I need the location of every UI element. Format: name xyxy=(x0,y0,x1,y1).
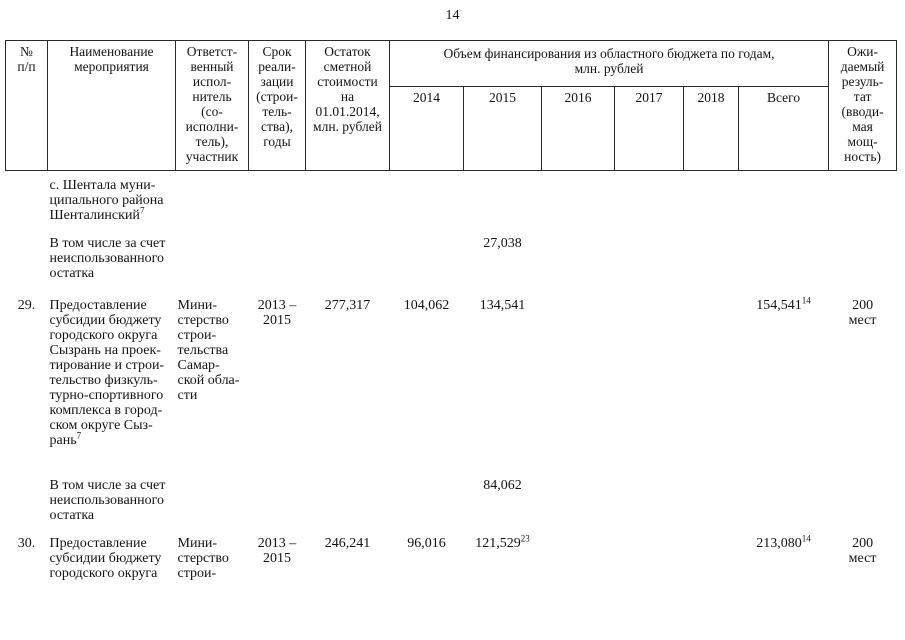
cell-period: 2013 – 2015 xyxy=(257,536,297,566)
footnote-marker: 23 xyxy=(520,533,530,544)
cell-2016 xyxy=(542,448,615,523)
cell-total xyxy=(739,448,829,523)
cell-residual: 246,241 xyxy=(324,536,371,551)
cell-activity-name: Предоставление субсидии бюджету городско… xyxy=(49,536,162,581)
cell-activity-name: В том числе за счет неиспользованного ос… xyxy=(49,236,166,281)
table-row: с. Шентала муни- ципального района Шента… xyxy=(6,171,897,224)
cell-result: 200 мест xyxy=(848,298,877,328)
cell-row-number xyxy=(6,223,48,281)
col-header-residual-cost: Остаток сметной стоимости на 01.01.2014,… xyxy=(305,40,390,171)
cell-2015: 121,52923 xyxy=(475,533,530,551)
col-header-expected-result: Ожи- даемый резуль- тат (вводи- мая мощ-… xyxy=(828,40,898,171)
table-row: В том числе за счет неиспользованного ос… xyxy=(6,448,897,523)
cell-2015: 134,541 xyxy=(479,298,526,313)
cell-residual xyxy=(306,171,390,224)
cell-2016 xyxy=(542,523,615,581)
header-row-top: № п/п Наименование мероприятия Ответст- … xyxy=(5,40,898,171)
col-header-row-number: № п/п xyxy=(5,40,48,171)
cell-period xyxy=(249,171,306,224)
cell-executor: Мини- стерство строи- xyxy=(177,536,229,581)
cell-result xyxy=(829,223,897,281)
col-header-year-2015: 2015 xyxy=(463,86,542,171)
footnote-marker: 7 xyxy=(76,430,82,441)
cell-total: 213,08014 xyxy=(756,533,811,551)
cell-2017 xyxy=(615,223,684,281)
table-body: с. Шентала муни- ципального района Шента… xyxy=(6,171,897,581)
footnote-marker: 14 xyxy=(801,295,811,306)
col-header-activity-name: Наименование мероприятия xyxy=(47,40,176,171)
cell-total xyxy=(739,223,829,281)
cell-2014 xyxy=(390,171,464,224)
cell-residual xyxy=(306,448,390,523)
cell-2018 xyxy=(684,281,739,448)
cell-2018 xyxy=(684,523,739,581)
cell-row-number: 30. xyxy=(17,536,36,551)
cell-row-number xyxy=(6,171,48,224)
cell-period xyxy=(249,448,306,523)
col-header-year-2016: 2016 xyxy=(541,86,615,171)
cell-result xyxy=(829,448,897,523)
cell-executor xyxy=(176,223,249,281)
funding-table: № п/п Наименование мероприятия Ответст- … xyxy=(5,40,898,581)
cell-executor xyxy=(176,448,249,523)
cell-total xyxy=(739,171,829,224)
cell-2016 xyxy=(542,171,615,224)
cell-activity-name: с. Шентала муни- ципального района Шента… xyxy=(49,178,164,223)
col-header-period: Срок реали- зации (строи- тель- ства), г… xyxy=(248,40,306,171)
col-header-total: Всего xyxy=(737,86,830,171)
cell-row-number: 29. xyxy=(17,298,36,313)
col-header-year-2017: 2017 xyxy=(614,86,684,171)
footnote-marker: 7 xyxy=(139,205,145,216)
table-row: В том числе за счет неиспользованного ос… xyxy=(6,223,897,281)
cell-2016 xyxy=(542,281,615,448)
cell-2017 xyxy=(615,448,684,523)
cell-period: 2013 – 2015 xyxy=(257,298,297,328)
cell-2018 xyxy=(684,223,739,281)
table-header: № п/п Наименование мероприятия Ответст- … xyxy=(5,40,898,171)
cell-2018 xyxy=(684,171,739,224)
table-row: 30. Предоставление субсидии бюджету горо… xyxy=(6,523,897,581)
col-header-funding-group: Объем финансирования из областного бюдже… xyxy=(388,40,830,87)
cell-total: 154,54114 xyxy=(756,295,811,313)
cell-2014: 96,016 xyxy=(407,536,446,551)
cell-2015 xyxy=(464,171,542,224)
page-number: 14 xyxy=(445,8,460,23)
cell-2017 xyxy=(615,523,684,581)
cell-2018 xyxy=(684,448,739,523)
cell-residual xyxy=(306,223,390,281)
cell-activity-name: Предоставление субсидии бюджету городско… xyxy=(49,298,165,448)
cell-2014 xyxy=(390,448,464,523)
col-header-year-2014: 2014 xyxy=(389,86,464,171)
col-header-executor: Ответст- венный испол- нитель (со- испол… xyxy=(175,40,249,171)
cell-executor xyxy=(176,171,249,224)
table-row: 29. Предоставление субсидии бюджету горо… xyxy=(6,281,897,448)
header-row-years: 2014 2015 2016 2017 2018 Всего xyxy=(6,86,897,171)
cell-row-number xyxy=(6,448,48,523)
cell-executor: Мини- стерство строи- тельства Самар- ск… xyxy=(177,298,240,403)
footnote-marker: 14 xyxy=(801,533,811,544)
cell-activity-name: В том числе за счет неиспользованного ос… xyxy=(49,478,166,523)
col-header-year-2018: 2018 xyxy=(683,86,739,171)
cell-2016 xyxy=(542,223,615,281)
cell-result xyxy=(829,171,897,224)
cell-2015: 84,062 xyxy=(483,478,522,493)
cell-2014: 104,062 xyxy=(403,298,450,313)
cell-2014 xyxy=(390,223,464,281)
cell-result: 200 мест xyxy=(848,536,877,566)
cell-2015: 27,038 xyxy=(483,236,522,251)
cell-2017 xyxy=(615,281,684,448)
cell-2017 xyxy=(615,171,684,224)
cell-period xyxy=(249,223,306,281)
cell-residual: 277,317 xyxy=(324,298,371,313)
